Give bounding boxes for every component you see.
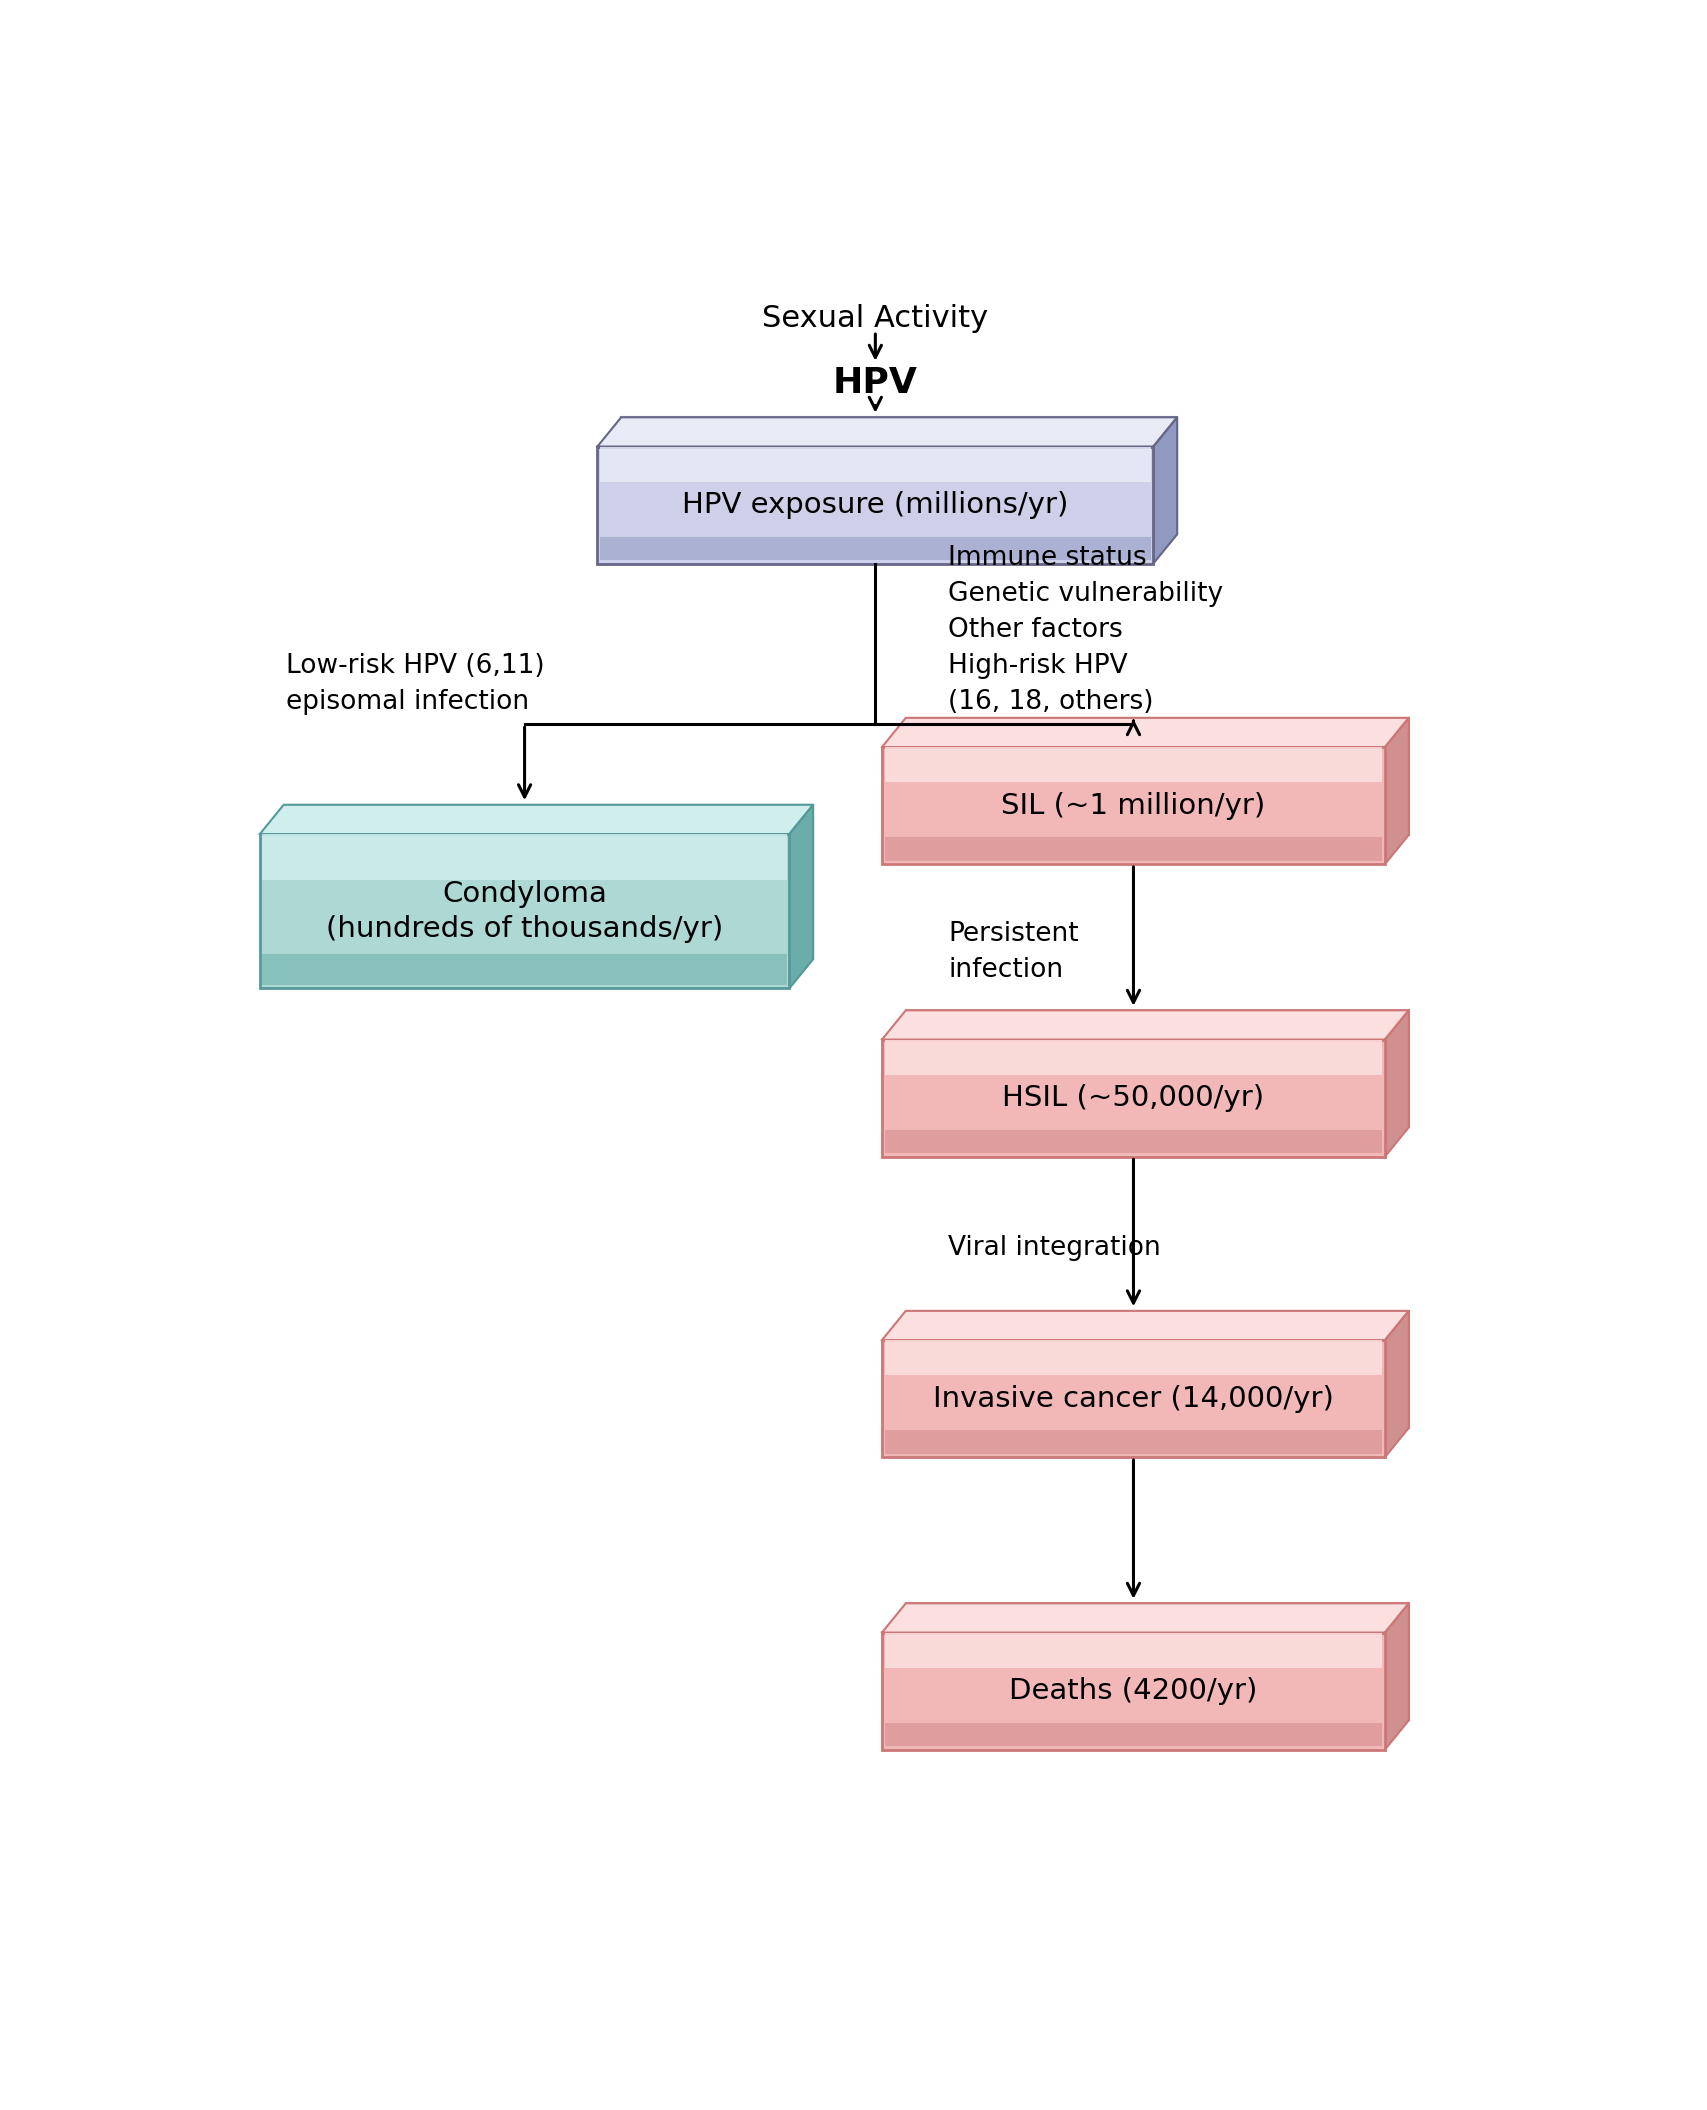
FancyBboxPatch shape [905, 717, 1408, 836]
Text: Invasive cancer (14,000/yr): Invasive cancer (14,000/yr) [932, 1384, 1333, 1412]
Polygon shape [789, 804, 813, 987]
Polygon shape [1152, 418, 1176, 563]
Text: SIL (~1 million/yr): SIL (~1 million/yr) [1000, 791, 1265, 819]
Text: Condyloma
(hundreds of thousands/yr): Condyloma (hundreds of thousands/yr) [326, 880, 722, 943]
FancyBboxPatch shape [884, 1040, 1381, 1074]
FancyBboxPatch shape [621, 418, 1176, 534]
Polygon shape [881, 1011, 1408, 1040]
FancyBboxPatch shape [905, 1604, 1408, 1720]
Text: Sexual Activity: Sexual Activity [761, 304, 988, 333]
FancyBboxPatch shape [599, 536, 1151, 561]
Polygon shape [597, 418, 1176, 447]
FancyBboxPatch shape [263, 833, 787, 880]
Text: Deaths (4200/yr): Deaths (4200/yr) [1009, 1677, 1256, 1705]
Text: HPV exposure (millions/yr): HPV exposure (millions/yr) [681, 492, 1069, 519]
Text: Viral integration: Viral integration [947, 1234, 1161, 1260]
FancyBboxPatch shape [884, 747, 1381, 783]
Polygon shape [881, 717, 1408, 747]
FancyBboxPatch shape [283, 804, 813, 960]
Polygon shape [1384, 717, 1408, 865]
FancyBboxPatch shape [881, 1633, 1384, 1749]
FancyBboxPatch shape [599, 447, 1151, 481]
Text: Immune status
Genetic vulnerability
Other factors: Immune status Genetic vulnerability Othe… [947, 544, 1222, 644]
Polygon shape [1384, 1604, 1408, 1749]
FancyBboxPatch shape [884, 1633, 1381, 1667]
FancyBboxPatch shape [884, 1724, 1381, 1747]
FancyBboxPatch shape [884, 1431, 1381, 1454]
Text: HPV: HPV [833, 367, 917, 401]
FancyBboxPatch shape [884, 838, 1381, 861]
FancyBboxPatch shape [905, 1310, 1408, 1428]
FancyBboxPatch shape [884, 1129, 1381, 1154]
FancyBboxPatch shape [884, 1340, 1381, 1376]
FancyBboxPatch shape [881, 1040, 1384, 1156]
Text: HSIL (~50,000/yr): HSIL (~50,000/yr) [1002, 1085, 1263, 1112]
Polygon shape [881, 1604, 1408, 1633]
FancyBboxPatch shape [881, 1340, 1384, 1458]
Polygon shape [1384, 1011, 1408, 1156]
Polygon shape [1384, 1310, 1408, 1458]
Polygon shape [881, 1310, 1408, 1340]
FancyBboxPatch shape [259, 833, 789, 987]
FancyBboxPatch shape [263, 954, 787, 985]
Polygon shape [259, 804, 813, 833]
Text: High-risk HPV
(16, 18, others): High-risk HPV (16, 18, others) [947, 652, 1152, 715]
FancyBboxPatch shape [597, 447, 1152, 563]
Text: Persistent
infection: Persistent infection [947, 920, 1079, 983]
FancyBboxPatch shape [905, 1011, 1408, 1127]
Text: Low-risk HPV (6,11)
episomal infection: Low-risk HPV (6,11) episomal infection [287, 652, 545, 715]
FancyBboxPatch shape [881, 747, 1384, 865]
